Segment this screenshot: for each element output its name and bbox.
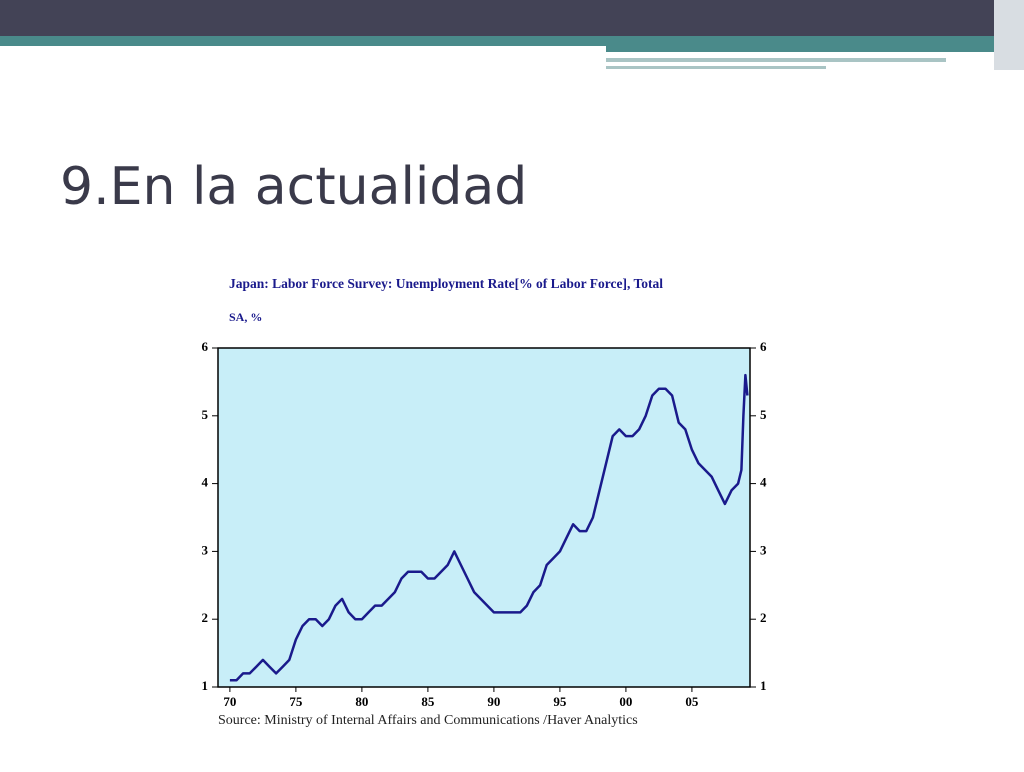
y-tick-label: 5 <box>202 407 209 422</box>
x-tick-label: 75 <box>289 694 303 709</box>
y-tick-label: 2 <box>202 610 209 625</box>
y2-tick-label: 6 <box>760 339 767 354</box>
slide-title: 9.En la actualidad <box>60 157 527 217</box>
x-tick-label: 00 <box>619 694 632 709</box>
y2-tick-label: 4 <box>760 475 767 490</box>
x-tick-label: 85 <box>421 694 435 709</box>
y2-tick-label: 1 <box>760 678 767 693</box>
accent-line <box>606 66 826 69</box>
teal-band <box>0 36 1024 46</box>
plot-area <box>217 347 751 688</box>
x-tick-label: 90 <box>487 694 500 709</box>
chart-title: Japan: Labor Force Survey: Unemployment … <box>229 276 663 291</box>
y-tick-label: 6 <box>202 339 209 354</box>
x-tick-label: 05 <box>685 694 699 709</box>
x-tick-label: 70 <box>223 694 236 709</box>
chart: 1 2 3 4 5 6 1 2 3 4 5 6 70 75 80 85 90 95 00 05 <box>202 339 768 709</box>
chart-subtitle: SA, % <box>229 310 262 324</box>
data-line <box>229 373 749 682</box>
y-tick-label: 1 <box>202 678 209 693</box>
x-tick-label: 95 <box>553 694 567 709</box>
y2-tick-label: 3 <box>760 542 767 557</box>
top-band <box>0 0 1024 36</box>
y2-tick-label: 5 <box>760 407 767 422</box>
x-tick-label: 80 <box>355 694 368 709</box>
y2-tick-label: 2 <box>760 610 767 625</box>
y-tick-label: 3 <box>202 542 209 557</box>
accent-line <box>606 58 946 62</box>
y-tick-label: 4 <box>202 475 209 490</box>
teal-band-2 <box>606 46 1024 52</box>
source-note: Source: Ministry of Internal Affairs and… <box>218 713 638 728</box>
corner-stripes <box>994 0 1024 70</box>
